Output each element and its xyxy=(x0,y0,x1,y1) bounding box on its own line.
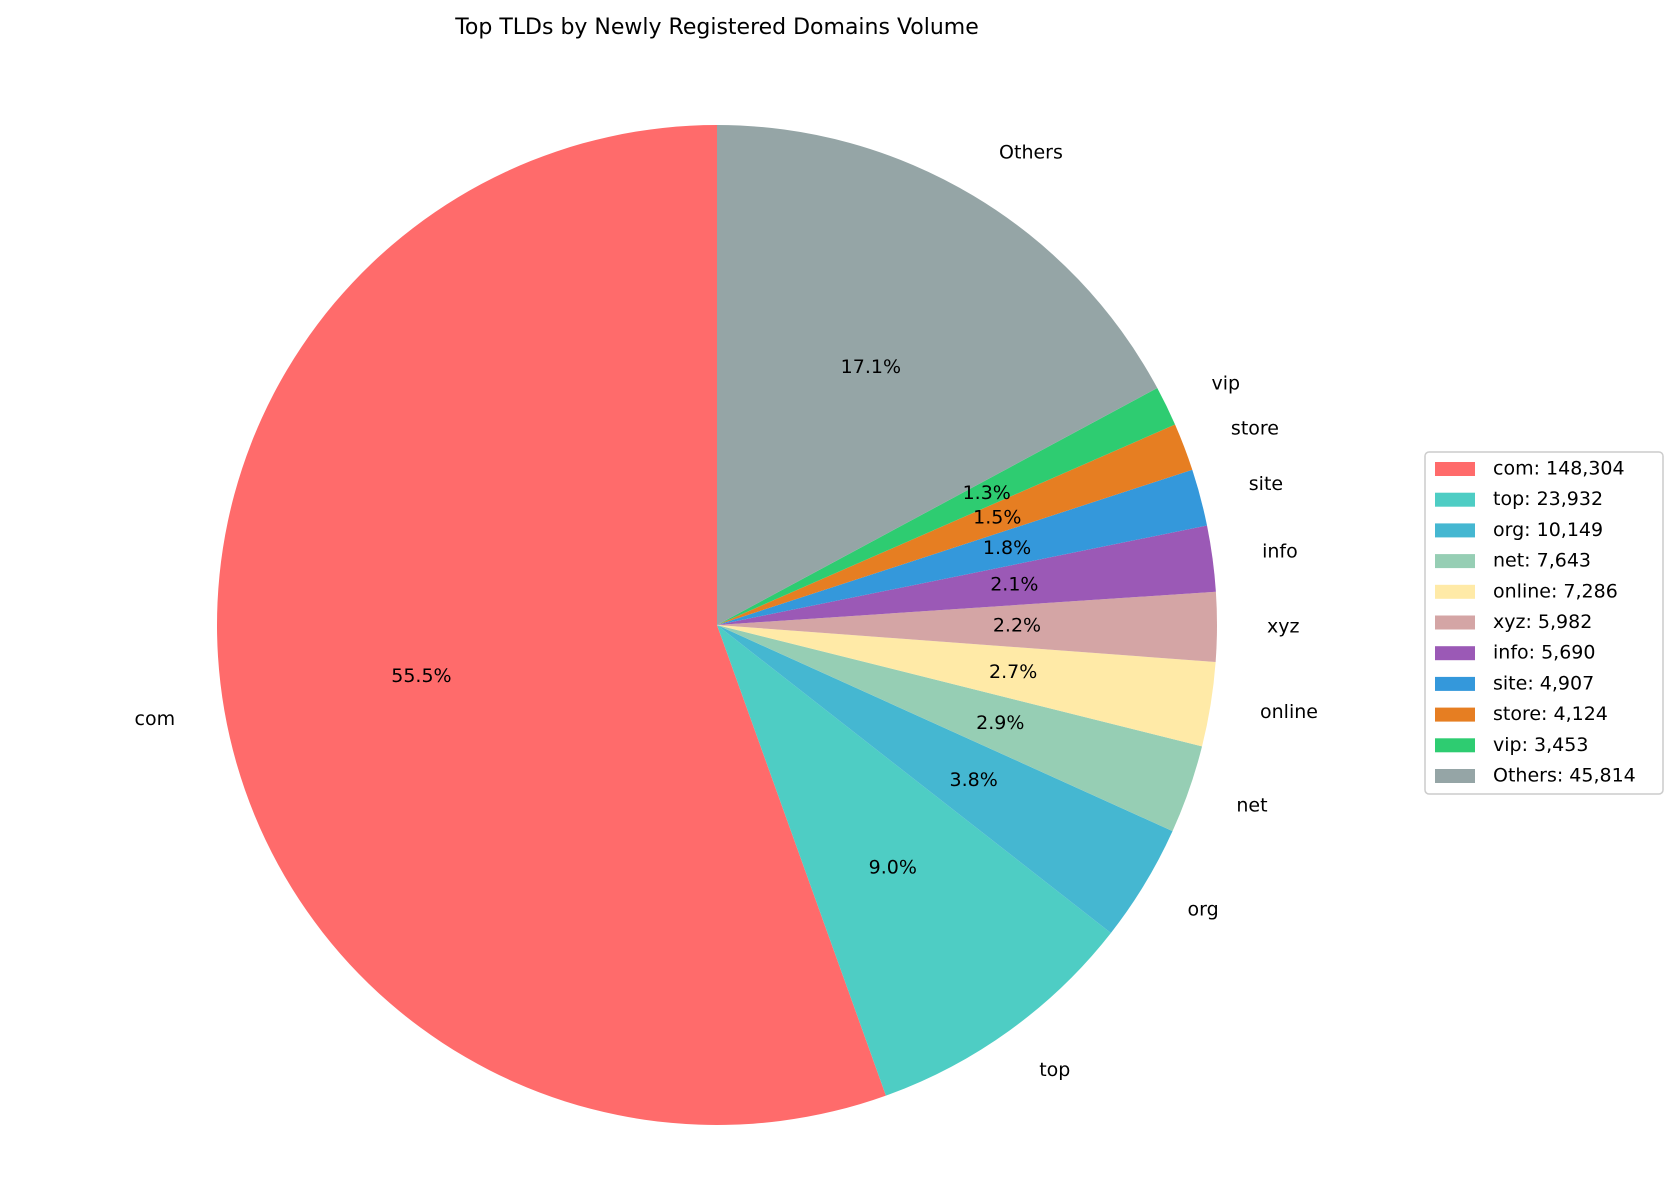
legend-swatch-vip xyxy=(1435,738,1475,753)
pie-slice-store xyxy=(717,424,1193,625)
legend-swatch-others xyxy=(1435,769,1475,783)
legend-entry-org: org: 10,149 xyxy=(1493,519,1603,541)
percent-label-xyz: 2.2% xyxy=(993,615,1041,637)
percent-label-top: 9.0% xyxy=(869,857,917,879)
percent-label-vip: 1.3% xyxy=(963,482,1011,504)
legend-swatch-online xyxy=(1435,584,1475,599)
slice-label-org: org xyxy=(1188,898,1219,920)
legend-frame xyxy=(1424,451,1664,795)
percent-label-online: 2.7% xyxy=(989,661,1037,683)
slice-labels: com top org net online xyz info site store vip Oth… xyxy=(135,141,1318,1081)
slice-label-store: store xyxy=(1231,418,1279,440)
slice-label-com: com xyxy=(135,708,176,730)
percent-label-others: 17.1% xyxy=(841,356,901,378)
slice-label-online: online xyxy=(1260,701,1318,723)
slice-label-net: net xyxy=(1236,794,1267,816)
percent-label-com: 55.5% xyxy=(391,665,451,687)
legend-entry-xyz: xyz: 5,982 xyxy=(1493,611,1592,633)
pie-slice-vip xyxy=(717,388,1176,625)
pie-slice-others xyxy=(717,125,1158,625)
pie-slice-net xyxy=(717,625,1203,832)
slice-label-vip: vip xyxy=(1211,373,1240,395)
legend-entry-info: info: 5,690 xyxy=(1493,642,1595,664)
percent-label-net: 2.9% xyxy=(976,712,1024,734)
percent-label-info: 2.1% xyxy=(990,574,1038,596)
legend-entry-others: Others: 45,814 xyxy=(1493,765,1636,787)
legend-swatch-store xyxy=(1435,707,1475,722)
legend-swatch-info xyxy=(1435,646,1475,661)
percent-labels: 55.5% 9.0% 3.8% 2.9% 2.7% 2.2% 2.1% 1.8% 1.5% 1.3… xyxy=(391,356,1041,879)
legend-swatch-net xyxy=(1435,554,1475,569)
pie-slice-info xyxy=(717,525,1216,625)
legend-swatch-xyz xyxy=(1435,615,1475,630)
percent-label-org: 3.8% xyxy=(950,769,998,791)
legend-swatch-site xyxy=(1435,676,1475,691)
legend-swatch-top xyxy=(1435,492,1475,507)
legend-entry-store: store: 4,124 xyxy=(1493,703,1608,725)
slice-label-others: Others xyxy=(999,141,1063,163)
legend: com: 148,304 top: 23,932 org: 10,149 net: 7… xyxy=(1424,451,1664,795)
legend-entry-site: site: 4,907 xyxy=(1493,672,1594,694)
legend-entry-vip: vip: 3,453 xyxy=(1493,734,1588,756)
legend-entry-top: top: 23,932 xyxy=(1493,488,1603,510)
pie-slice-online xyxy=(717,625,1216,747)
pie-slices xyxy=(217,125,1217,1125)
legend-entry-online: online: 7,286 xyxy=(1493,580,1618,602)
legend-entry-net: net: 7,643 xyxy=(1493,550,1591,572)
slice-label-info: info xyxy=(1262,540,1298,562)
pie-slice-top xyxy=(717,625,1111,1096)
chart-title: Top TLDs by Newly Registered Domains Vol… xyxy=(454,15,979,40)
slice-label-top: top xyxy=(1039,1059,1070,1081)
pie-slice-com xyxy=(217,125,886,1125)
pie-slice-org xyxy=(717,625,1173,933)
legend-swatch-org xyxy=(1435,523,1475,538)
slice-label-site: site xyxy=(1249,473,1283,495)
slice-label-xyz: xyz xyxy=(1267,616,1299,638)
percent-label-store: 1.5% xyxy=(973,507,1021,529)
legend-entry-com: com: 148,304 xyxy=(1493,458,1625,480)
pie-slice-site xyxy=(717,469,1207,625)
pie-slice-xyz xyxy=(717,591,1217,662)
legend-swatch-com xyxy=(1435,462,1475,476)
percent-label-site: 1.8% xyxy=(983,537,1031,559)
